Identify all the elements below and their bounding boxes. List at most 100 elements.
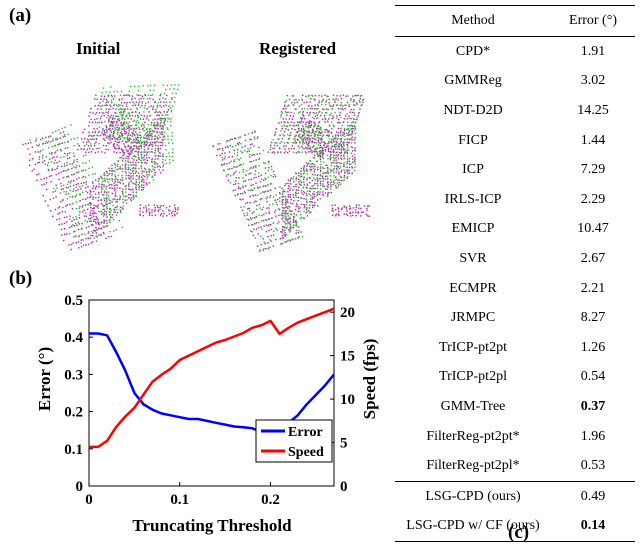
target-point bbox=[254, 200, 256, 202]
target-point bbox=[154, 149, 156, 152]
source-point bbox=[117, 104, 120, 106]
target-point bbox=[154, 172, 156, 174]
target-point bbox=[266, 207, 268, 209]
source-point bbox=[101, 181, 104, 183]
target-point bbox=[317, 199, 319, 201]
source-point bbox=[307, 131, 309, 133]
source-point bbox=[282, 198, 285, 201]
target-point bbox=[71, 208, 74, 210]
target-point bbox=[140, 114, 143, 116]
target-point bbox=[127, 152, 129, 155]
target-point bbox=[148, 204, 150, 206]
source-point bbox=[129, 198, 132, 200]
target-point bbox=[66, 216, 68, 218]
source-point bbox=[163, 135, 166, 138]
source-point bbox=[339, 142, 341, 145]
source-point bbox=[289, 179, 292, 181]
source-point bbox=[257, 194, 259, 196]
target-point bbox=[120, 122, 122, 124]
target-point bbox=[287, 194, 289, 196]
source-cloud bbox=[29, 84, 180, 244]
source-point bbox=[269, 239, 271, 241]
target-point bbox=[309, 139, 311, 141]
target-point bbox=[146, 157, 148, 159]
source-point bbox=[322, 161, 325, 163]
source-point bbox=[90, 203, 93, 205]
target-point bbox=[141, 170, 143, 172]
target-point bbox=[80, 246, 83, 248]
target-point bbox=[335, 157, 337, 159]
target-point bbox=[163, 101, 165, 103]
target-point bbox=[166, 94, 168, 97]
error-cell: 2.29 bbox=[580, 191, 606, 207]
source-point bbox=[107, 137, 109, 140]
target-point bbox=[109, 139, 111, 141]
source-point bbox=[91, 217, 93, 219]
target-point bbox=[136, 147, 138, 149]
target-point bbox=[66, 157, 69, 160]
target-point bbox=[159, 144, 162, 147]
source-point bbox=[124, 138, 126, 140]
target-point bbox=[281, 128, 283, 130]
target-point bbox=[290, 202, 292, 204]
target-point bbox=[96, 217, 98, 219]
target-point bbox=[345, 104, 347, 106]
target-point bbox=[311, 196, 314, 198]
source-point bbox=[289, 196, 291, 198]
source-point bbox=[276, 222, 278, 225]
target-point bbox=[113, 187, 115, 189]
target-point bbox=[249, 202, 251, 204]
target-point bbox=[92, 235, 94, 237]
target-point bbox=[36, 174, 38, 176]
target-point bbox=[90, 138, 92, 140]
target-point bbox=[311, 204, 314, 206]
source-point bbox=[117, 133, 119, 135]
target-point bbox=[262, 191, 264, 193]
source-point bbox=[326, 188, 329, 190]
target-point bbox=[168, 209, 170, 211]
target-point bbox=[337, 154, 340, 156]
target-point bbox=[135, 181, 137, 183]
target-point bbox=[345, 95, 347, 97]
target-point bbox=[131, 114, 134, 117]
source-point bbox=[309, 187, 312, 189]
target-point bbox=[104, 139, 106, 141]
target-point bbox=[146, 135, 148, 137]
source-point bbox=[309, 190, 311, 193]
source-point bbox=[113, 208, 115, 210]
target-point bbox=[148, 128, 151, 130]
error-cell: 1.96 bbox=[580, 428, 606, 444]
target-point bbox=[61, 211, 64, 213]
source-point bbox=[84, 233, 86, 235]
target-point bbox=[244, 202, 247, 205]
source-point bbox=[298, 236, 300, 238]
source-point bbox=[236, 158, 238, 160]
target-point bbox=[298, 134, 300, 136]
source-point bbox=[246, 212, 248, 214]
source-point bbox=[313, 112, 315, 114]
target-point bbox=[281, 234, 284, 237]
source-point bbox=[100, 121, 103, 123]
source-point bbox=[159, 123, 162, 125]
target-point bbox=[341, 207, 343, 209]
target-point bbox=[148, 111, 150, 113]
target-point bbox=[228, 168, 231, 170]
source-point bbox=[332, 104, 335, 106]
target-point bbox=[62, 131, 65, 133]
source-point bbox=[256, 186, 259, 188]
target-point bbox=[95, 232, 98, 234]
source-point bbox=[144, 161, 147, 164]
source-point bbox=[350, 146, 352, 148]
source-point bbox=[52, 131, 54, 134]
target-point bbox=[106, 200, 108, 202]
source-point bbox=[295, 192, 297, 195]
source-point bbox=[306, 143, 308, 145]
target-point bbox=[316, 114, 319, 116]
target-point bbox=[314, 179, 317, 181]
source-point bbox=[115, 201, 117, 203]
source-point bbox=[135, 124, 137, 126]
source-point bbox=[261, 228, 263, 230]
target-point bbox=[73, 161, 75, 163]
target-point bbox=[89, 237, 91, 239]
target-point bbox=[62, 170, 65, 172]
